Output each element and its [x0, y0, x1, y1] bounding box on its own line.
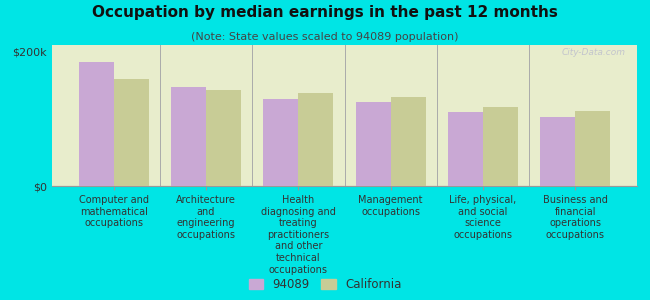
- Bar: [298, 93, 333, 186]
- Bar: [206, 90, 241, 186]
- Text: Occupation by median earnings in the past 12 months: Occupation by median earnings in the pas…: [92, 4, 558, 20]
- Bar: [448, 112, 483, 186]
- Bar: [483, 107, 518, 186]
- Text: City-Data.com: City-Data.com: [562, 48, 625, 57]
- Legend: 94089, California: 94089, California: [249, 278, 401, 291]
- Bar: [540, 117, 575, 186]
- Bar: [575, 111, 610, 186]
- Text: (Note: State values scaled to 94089 population): (Note: State values scaled to 94089 popu…: [191, 32, 459, 41]
- Bar: [171, 87, 206, 186]
- Bar: [356, 102, 391, 186]
- Bar: [79, 62, 114, 186]
- Bar: [114, 79, 149, 186]
- Bar: [391, 97, 426, 186]
- Bar: [263, 99, 298, 186]
